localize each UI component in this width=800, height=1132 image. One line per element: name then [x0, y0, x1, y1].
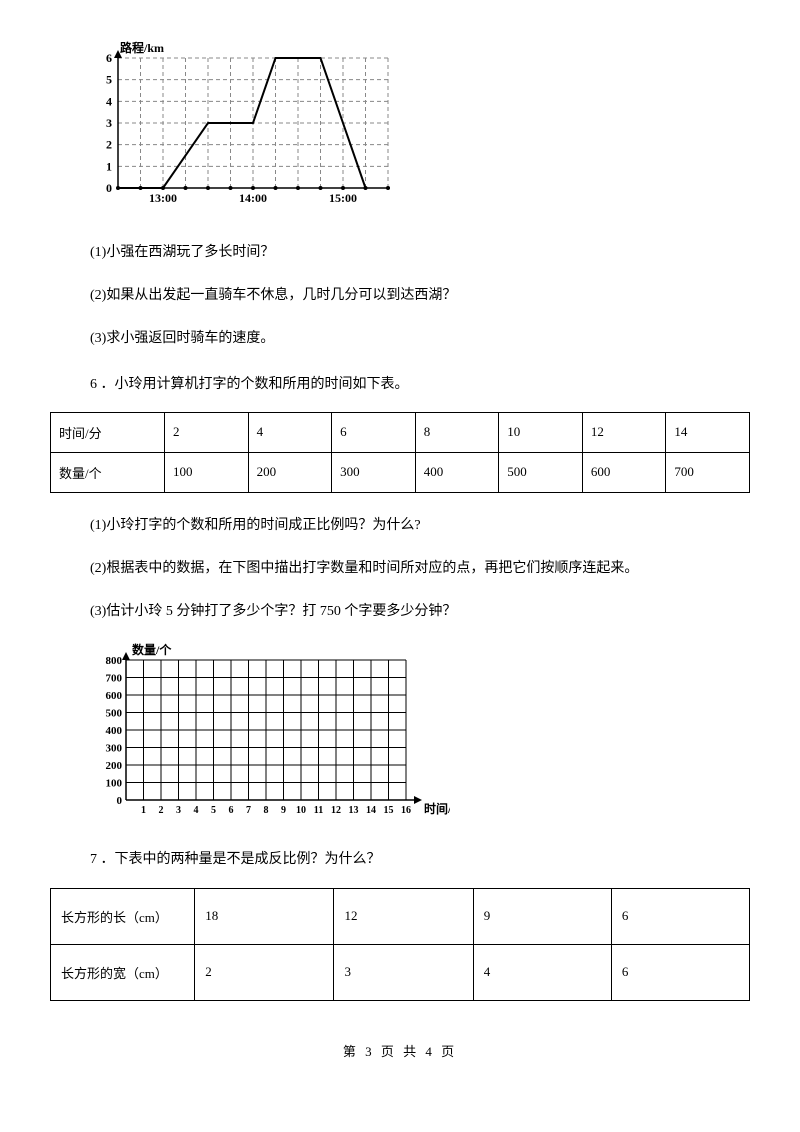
table-cell: 长方形的宽（cm） [51, 944, 195, 1000]
question-7-header: 7 ．下表中的两种量是不是成反比例？为什么？ [90, 847, 750, 872]
svg-text:6: 6 [106, 51, 112, 65]
svg-text:时间/分: 时间/分 [424, 801, 450, 816]
table-cell: 6 [611, 944, 749, 1000]
svg-text:1: 1 [106, 159, 112, 173]
svg-text:700: 700 [106, 673, 123, 685]
table-cell: 时间/分 [51, 412, 165, 452]
svg-text:200: 200 [106, 760, 123, 772]
table-cell: 3 [334, 944, 473, 1000]
svg-text:13:00: 13:00 [149, 191, 177, 205]
svg-text:800: 800 [106, 655, 123, 667]
svg-text:4: 4 [106, 94, 112, 108]
svg-text:3: 3 [176, 805, 181, 816]
svg-text:10: 10 [296, 805, 306, 816]
svg-text:15: 15 [384, 805, 394, 816]
question-5-2: (2)如果从出发起一直骑车不休息，几时几分可以到达西湖？ [90, 283, 750, 308]
svg-text:路程/km: 路程/km [120, 40, 164, 55]
svg-text:15:00: 15:00 [329, 191, 357, 205]
question-5-1: (1)小强在西湖玩了多长时间？ [90, 240, 750, 265]
table-cell: 8 [415, 412, 499, 452]
svg-text:100: 100 [106, 778, 123, 790]
svg-text:16: 16 [401, 805, 411, 816]
table-cell: 2 [195, 944, 334, 1000]
page-container: 路程/km012345613:0014:0015:00时刻 (1)小强在西湖玩了… [0, 0, 800, 1090]
table-cell: 400 [415, 452, 499, 492]
distance-time-chart: 路程/km012345613:0014:0015:00时刻 [90, 40, 750, 215]
svg-text:14: 14 [366, 805, 376, 816]
svg-text:500: 500 [106, 708, 123, 720]
svg-text:8: 8 [264, 805, 269, 816]
question-6-header: 6 ．小玲用计算机打字的个数和所用的时间如下表。 [90, 372, 750, 397]
typing-grid-chart: 数量/个010020030040050060070080012345678910… [90, 642, 750, 827]
svg-text:7: 7 [246, 805, 251, 816]
table-cell: 12 [334, 888, 473, 944]
svg-text:5: 5 [106, 73, 112, 87]
chart1-svg: 路程/km012345613:0014:0015:00时刻 [90, 40, 390, 210]
svg-text:5: 5 [211, 805, 216, 816]
svg-text:1: 1 [141, 805, 146, 816]
table-cell: 4 [473, 944, 611, 1000]
svg-text:3: 3 [106, 116, 112, 130]
svg-text:600: 600 [106, 690, 123, 702]
table-cell: 300 [332, 452, 416, 492]
svg-text:13: 13 [349, 805, 359, 816]
question-5-3: (3)求小强返回时骑车的速度。 [90, 326, 750, 351]
chart2-svg: 数量/个010020030040050060070080012345678910… [90, 642, 450, 822]
question-6-3: (3)估计小玲 5 分钟打了多少个字？打 750 个字要多少分钟？ [90, 599, 750, 624]
table-cell: 700 [666, 452, 750, 492]
svg-text:数量/个: 数量/个 [132, 642, 172, 657]
svg-text:11: 11 [314, 805, 323, 816]
svg-text:2: 2 [106, 138, 112, 152]
rectangle-data-table: 长方形的长（cm）181296 长方形的宽（cm）2346 [50, 888, 750, 1001]
svg-text:14:00: 14:00 [239, 191, 267, 205]
svg-text:12: 12 [331, 805, 341, 816]
table-cell: 长方形的长（cm） [51, 888, 195, 944]
question-6-2: (2)根据表中的数据，在下图中描出打字数量和时间所对应的点，再把它们按顺序连起来… [90, 556, 750, 581]
svg-text:6: 6 [229, 805, 234, 816]
table-cell: 数量/个 [51, 452, 165, 492]
table-cell: 10 [499, 412, 583, 452]
svg-text:0: 0 [106, 181, 112, 195]
svg-text:400: 400 [106, 725, 123, 737]
table-cell: 9 [473, 888, 611, 944]
table-cell: 12 [582, 412, 666, 452]
question-6-1: (1)小玲打字的个数和所用的时间成正比例吗？为什么? [90, 513, 750, 538]
table-cell: 500 [499, 452, 583, 492]
table-cell: 6 [332, 412, 416, 452]
table-cell: 2 [165, 412, 249, 452]
svg-text:9: 9 [281, 805, 286, 816]
table-cell: 600 [582, 452, 666, 492]
svg-text:0: 0 [117, 795, 123, 807]
table-cell: 200 [248, 452, 332, 492]
table-cell: 100 [165, 452, 249, 492]
table-cell: 14 [666, 412, 750, 452]
typing-data-table: 时间/分2468101214 数量/个100200300400500600700 [50, 412, 750, 493]
table-cell: 18 [195, 888, 334, 944]
svg-text:300: 300 [106, 743, 123, 755]
table-cell: 6 [611, 888, 749, 944]
page-footer: 第 3 页 共 4 页 [50, 1041, 750, 1060]
svg-text:4: 4 [194, 805, 199, 816]
table-cell: 4 [248, 412, 332, 452]
svg-text:2: 2 [159, 805, 164, 816]
